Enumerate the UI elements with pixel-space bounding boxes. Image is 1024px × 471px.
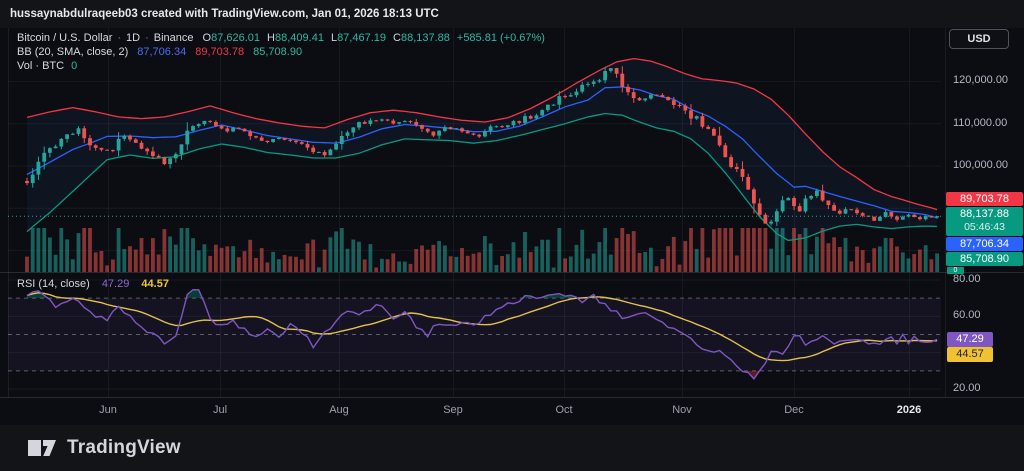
- footer-bar: TradingView: [0, 425, 1024, 471]
- rsi-value: 47.29: [101, 278, 130, 290]
- price-tick-label: 110,000.00: [953, 116, 1008, 129]
- legend-separator: ·: [117, 32, 122, 44]
- rsi-ma-value: 44.57: [141, 278, 169, 290]
- volume-badge: 0: [947, 267, 964, 274]
- currency-toggle-button[interactable]: USD: [949, 29, 1009, 49]
- bb-values: 87,706.34 89,703.78 85,708.90: [128, 46, 302, 59]
- price-badge-1: 88,137.88 05:46:43: [946, 207, 1023, 236]
- volume-legend-row[interactable]: Vol · BTC 0: [17, 60, 545, 73]
- bb-value-1: 89,703.78: [195, 46, 245, 58]
- interval-label: 1D: [126, 32, 141, 44]
- tradingview-brand-name[interactable]: TradingView: [67, 437, 181, 458]
- bb-legend-row[interactable]: BB (20, SMA, close, 2) 87,706.34 89,703.7…: [17, 46, 545, 59]
- rsi-tick-label: 60.00: [953, 309, 981, 322]
- ohlc-values: O87,626.01 H88,409.41 L87,467.19 C88,137.88: [203, 32, 457, 45]
- price-tick-label: 100,000.00: [953, 159, 1009, 171]
- symbol-legend-row[interactable]: Bitcoin / U.S. Dollar · 1D · Binance O87…: [17, 32, 545, 45]
- time-axis-label-2026: 2026: [896, 404, 922, 416]
- bb-label: BB (20, SMA, close, 2): [17, 46, 129, 58]
- symbol-title: Bitcoin / U.S. Dollar: [17, 32, 113, 44]
- countdown-timer: 05:46:43: [964, 221, 1005, 233]
- rsi-badge-0: 47.29: [947, 332, 993, 347]
- volume-value: 0: [71, 60, 78, 72]
- time-axis-label-jun: Jun: [99, 404, 117, 416]
- rsi-legend-row[interactable]: RSI (14, close) 47.29 44.57: [17, 278, 169, 290]
- ohlc-h: H88,409.41: [267, 32, 324, 44]
- ohlc-o: O87,626.01: [202, 32, 261, 44]
- change-value: +585.81 (+0.67%): [456, 32, 545, 44]
- tradingview-logo-icon[interactable]: [27, 437, 57, 459]
- time-axis-label-aug: Aug: [329, 404, 349, 416]
- price-tick-label: 120,000.00: [953, 74, 1009, 87]
- price-badge-0: 89,703.78: [946, 192, 1023, 206]
- rsi-tick-label: 20.00: [953, 382, 981, 394]
- price-chart-canvas[interactable]: [0, 28, 1024, 425]
- legend-separator: ·: [145, 32, 149, 44]
- rsi-badge-1: 44.57: [947, 347, 993, 362]
- bb-value-0: 87,706.34: [137, 46, 187, 58]
- ohlc-c: C88,137.88: [393, 32, 450, 44]
- attribution-text: hussaynabdulraqeeb03 created with Tradin…: [10, 8, 439, 20]
- exchange-label: Binance: [153, 32, 194, 44]
- time-axis-label-nov: Nov: [672, 404, 692, 416]
- rsi-tick-label: 80.00: [953, 273, 981, 285]
- price-badge-2: 87,706.34: [946, 237, 1023, 251]
- time-axis-label-jul: Jul: [212, 404, 228, 416]
- bb-value-2: 85,708.90: [253, 46, 303, 58]
- time-axis-label-oct: Oct: [555, 404, 573, 416]
- ohlc-l: L87,467.19: [330, 32, 386, 44]
- time-axis-label-dec: Dec: [784, 404, 804, 416]
- volume-label: Vol · BTC: [17, 60, 65, 72]
- time-axis-label-sep: Sep: [443, 404, 463, 416]
- rsi-label: RSI (14, close): [17, 278, 90, 290]
- chart-widget[interactable]: Bitcoin / U.S. Dollar · 1D · Binance O87…: [0, 28, 1024, 425]
- time-axis[interactable]: Jun Jul Aug Sep Oct Nov Dec 2026: [0, 397, 1024, 425]
- main-legend: Bitcoin / U.S. Dollar · 1D · Binance O87…: [17, 32, 545, 74]
- price-badge-3: 85,708.90: [946, 252, 1023, 266]
- attribution-bar: hussaynabdulraqeeb03 created with Tradin…: [0, 0, 1024, 28]
